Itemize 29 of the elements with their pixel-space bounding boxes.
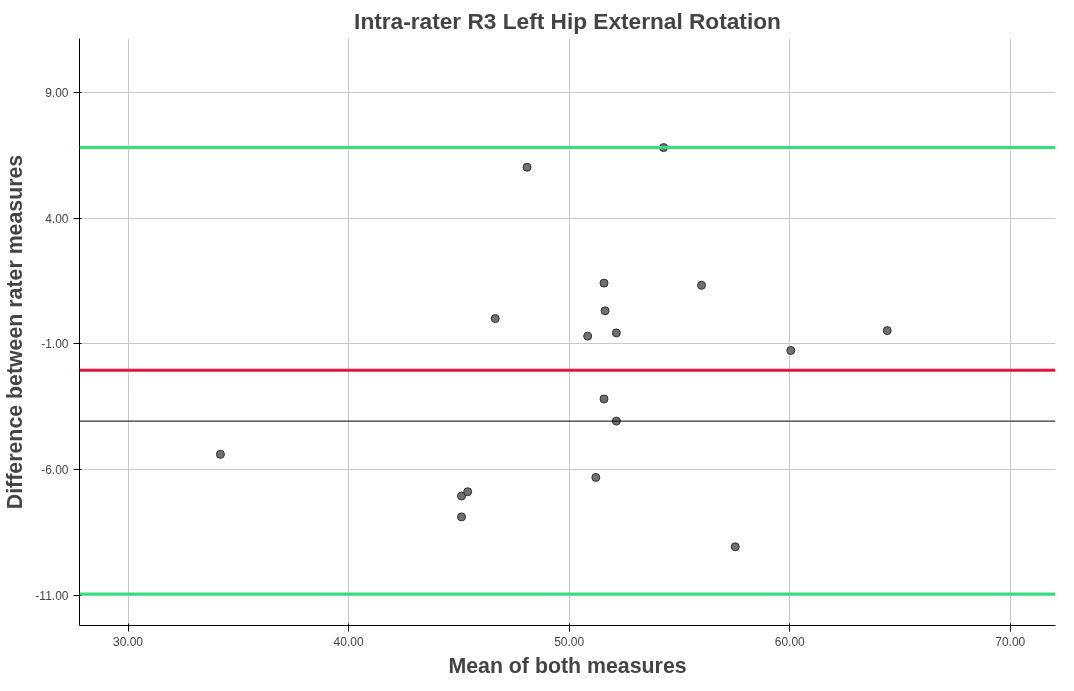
y-axis-title: Difference between rater measures xyxy=(3,154,28,510)
point xyxy=(457,491,467,501)
point xyxy=(730,542,740,552)
x-tick-label: 40.00 xyxy=(333,634,364,649)
point xyxy=(600,306,610,316)
y-tick-label: 4.00 xyxy=(45,211,69,226)
point xyxy=(611,328,621,338)
x-tick-label: 60.00 xyxy=(774,634,806,649)
point xyxy=(591,472,601,482)
x-tick-label: 30.00 xyxy=(113,634,144,649)
y-tick-label: -11.00 xyxy=(35,588,69,603)
chart-title: Intra-rater R3 Left Hip External Rotation xyxy=(354,7,781,34)
point xyxy=(696,280,706,290)
y-tick-label: 9.00 xyxy=(45,86,69,101)
point xyxy=(490,314,500,324)
y-tick-label: -6.00 xyxy=(41,463,69,478)
point xyxy=(786,345,796,355)
x-axis-title: Mean of both measures xyxy=(448,653,687,678)
point xyxy=(599,394,609,404)
point xyxy=(599,278,609,288)
y-tick-label: -1.00 xyxy=(41,337,69,352)
point xyxy=(463,487,473,497)
point xyxy=(583,331,593,341)
point xyxy=(457,512,467,522)
point xyxy=(215,449,225,459)
point xyxy=(522,162,532,172)
point xyxy=(882,326,892,336)
x-tick-label: 70.00 xyxy=(995,634,1026,649)
x-tick-label: 50.00 xyxy=(554,634,585,649)
